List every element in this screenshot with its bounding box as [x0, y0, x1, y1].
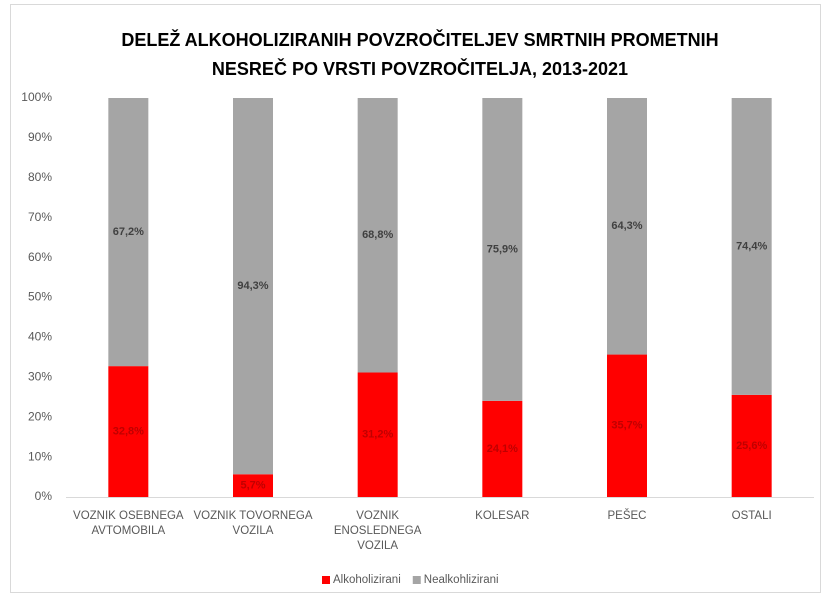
bar-segment	[108, 366, 149, 497]
bar-segment	[482, 98, 523, 401]
chart-title: DELEŽ ALKOHOLIZIRANIH POVZROČITELJEV SMR…	[121, 29, 718, 50]
data-label: 35,7%	[611, 420, 642, 432]
chart-title: NESREČ PO VRSTI POVZROČITELJA, 2013-2021	[212, 58, 628, 79]
bar-segment	[233, 98, 273, 475]
data-label: 75,9%	[487, 243, 518, 255]
y-tick-label: 100%	[21, 90, 52, 104]
x-tick-label: PEŠEC	[607, 510, 647, 522]
bar-segment	[233, 474, 273, 497]
y-tick-label: 90%	[28, 130, 52, 144]
legend-swatch	[412, 576, 421, 584]
legend-label: Alkoholizirani	[333, 574, 401, 586]
data-label: 24,1%	[487, 443, 518, 455]
bar-segment	[607, 354, 647, 497]
data-label: 32,8%	[113, 425, 144, 437]
data-label: 31,2%	[362, 429, 393, 441]
y-tick-label: 40%	[28, 330, 52, 344]
y-tick-label: 80%	[28, 170, 52, 184]
bar-segment	[607, 98, 647, 355]
bar-segment	[731, 98, 772, 395]
x-tick-label: KOLESAR	[475, 510, 530, 522]
bar-segment	[108, 98, 149, 367]
y-tick-label: 50%	[28, 290, 52, 304]
data-label: 74,4%	[736, 240, 767, 252]
legend-swatch	[322, 576, 330, 584]
data-label: 5,7%	[240, 480, 265, 492]
chart-border	[10, 4, 821, 593]
data-label: 25,6%	[736, 440, 767, 452]
data-label: 94,3%	[237, 280, 268, 292]
y-tick-label: 30%	[28, 369, 52, 383]
y-tick-label: 70%	[28, 210, 52, 224]
y-tick-label: 10%	[28, 449, 52, 463]
y-tick-label: 20%	[28, 409, 52, 423]
x-tick-label: VOZNIK ENOSLEDNEGA VOZILA	[333, 510, 422, 552]
bar-segment	[357, 98, 398, 373]
bar-segment	[482, 400, 523, 497]
bar-segment	[357, 372, 398, 497]
x-tick-label: VOZNIK TOVORNEGA VOZILA	[193, 510, 313, 537]
legend-label: Nealkohlizirani	[424, 574, 499, 586]
y-tick-label: 0%	[35, 489, 53, 503]
data-label: 64,3%	[611, 220, 642, 232]
data-label: 67,2%	[113, 226, 144, 238]
y-tick-label: 60%	[28, 250, 52, 264]
bar-segment	[731, 394, 772, 497]
x-tick-label: OSTALI	[731, 510, 772, 522]
data-label: 68,8%	[362, 229, 393, 241]
x-tick-label: VOZNIK OSEBNEGA AVTOMOBILA	[73, 510, 184, 537]
